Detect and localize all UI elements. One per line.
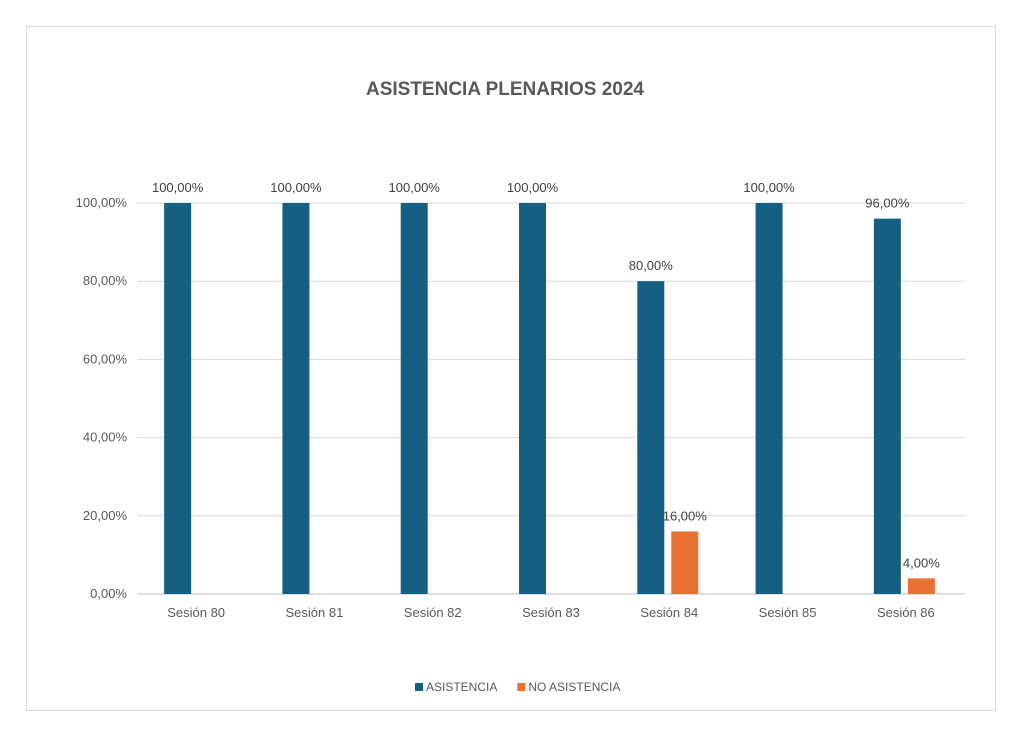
data-label: 100,00% (743, 180, 795, 195)
x-tick-label: Sesión 84 (640, 605, 698, 620)
data-label: 16,00% (663, 508, 708, 523)
bar-no-asistencia (671, 531, 699, 594)
y-axis-ticks: 0,00% 20,00% 40,00% 60,00% 80,00% 100,00% (76, 195, 128, 601)
y-tick-label: 20,00% (83, 508, 128, 523)
gridlines (137, 202, 965, 595)
legend: ASISTENCIA NO ASISTENCIA (415, 680, 620, 694)
bar-asistencia (282, 203, 310, 594)
y-tick-label: 40,00% (83, 430, 128, 445)
data-label: 100,00% (507, 180, 559, 195)
data-label: 96,00% (865, 196, 910, 211)
chart-title: ASISTENCIA PLENARIOS 2024 (366, 79, 644, 100)
data-label: 4,00% (903, 555, 940, 570)
bars (164, 203, 935, 594)
bar-asistencia (637, 281, 665, 594)
legend-label: ASISTENCIA (426, 680, 497, 694)
bar-asistencia (400, 203, 428, 594)
x-tick-label: Sesión 82 (404, 605, 462, 620)
bar-asistencia (755, 203, 783, 594)
x-tick-label: Sesión 85 (759, 605, 817, 620)
data-labels: 100,00% 100,00% 100,00% 100,00% 80,00% 16,00%… (152, 180, 940, 570)
data-label: 80,00% (629, 258, 674, 273)
y-tick-label: 80,00% (83, 273, 128, 288)
x-tick-label: Sesión 86 (877, 605, 935, 620)
data-label: 100,00% (389, 180, 441, 195)
data-label: 100,00% (152, 180, 204, 195)
legend-swatch (415, 683, 423, 691)
x-axis-ticks: Sesión 80 Sesión 81 Sesión 82 Sesión 83 Sesi… (167, 605, 935, 620)
y-tick-label: 60,00% (83, 351, 128, 366)
x-tick-label: Sesión 80 (167, 605, 225, 620)
data-label: 100,00% (270, 180, 322, 195)
legend-label: NO ASISTENCIA (528, 680, 620, 694)
bar-asistencia (873, 218, 901, 594)
x-tick-label: Sesión 81 (286, 605, 344, 620)
y-tick-label: 0,00% (90, 586, 127, 601)
bar-asistencia (164, 203, 192, 594)
y-tick-label: 100,00% (76, 195, 128, 210)
legend-swatch (517, 683, 526, 691)
x-tick-label: Sesión 83 (522, 605, 580, 620)
bar-asistencia (519, 203, 546, 594)
bar-no-asistencia (907, 578, 935, 594)
